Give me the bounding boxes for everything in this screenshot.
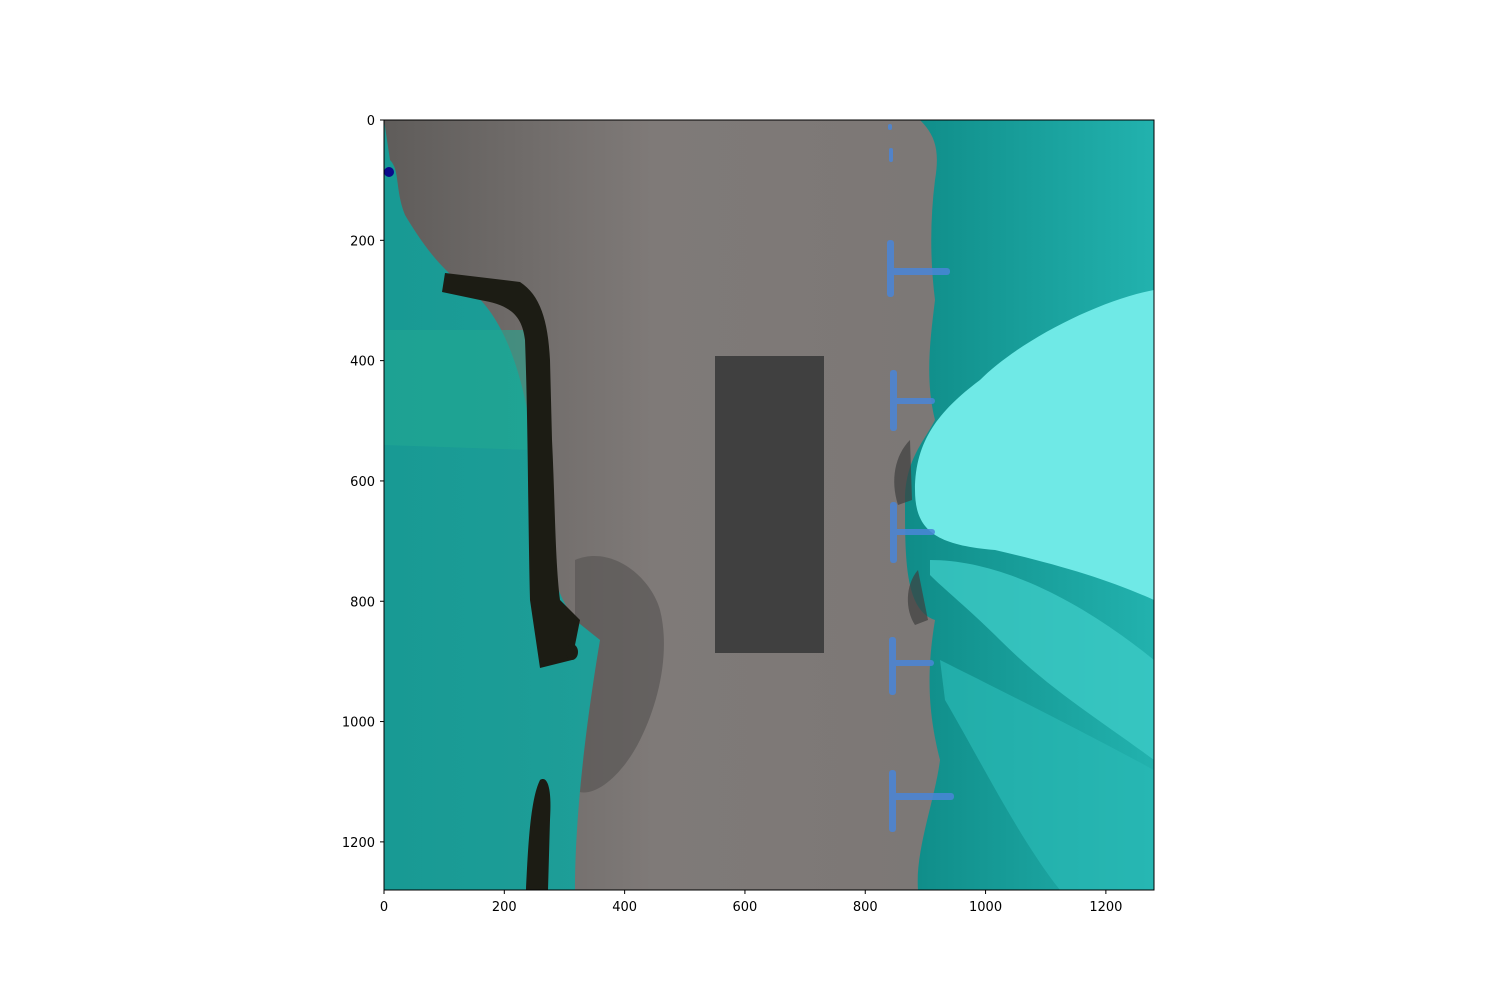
x-tick-label: 400 (612, 900, 637, 915)
left-region-highlight (384, 330, 530, 450)
y-tick-label: 200 (350, 234, 375, 249)
tree-shadow (575, 556, 664, 793)
right-shadow-1 (894, 440, 912, 505)
x-tick-label: 200 (492, 900, 517, 915)
x-tick-label: 1000 (969, 900, 1002, 915)
right-car-highlight (915, 290, 1154, 600)
left-region-overlay (384, 120, 600, 890)
bev-image (384, 120, 1154, 890)
parking-lines (887, 124, 954, 832)
y-tick-label: 1200 (342, 836, 375, 851)
right-shadow-2 (907, 570, 928, 625)
curb-dark-blob (566, 644, 578, 660)
x-tick-label: 600 (733, 900, 758, 915)
y-axis-ticks: 0 200 400 600 800 1000 1200 (342, 114, 384, 851)
right-car-lower-band (940, 660, 1154, 890)
x-axis-ticks: 0 200 400 600 800 1000 1200 (380, 890, 1122, 915)
curb-dark-upper (442, 273, 580, 668)
x-tick-label: 1200 (1089, 900, 1122, 915)
ego-vehicle-box (715, 356, 824, 653)
x-tick-label: 0 (380, 900, 388, 915)
y-tick-label: 600 (350, 475, 375, 490)
y-tick-label: 400 (350, 355, 375, 370)
marker-dot (384, 167, 394, 177)
y-tick-label: 800 (350, 595, 375, 610)
curb-dark-lower (526, 779, 551, 890)
x-tick-label: 800 (853, 900, 878, 915)
y-tick-label: 1000 (342, 716, 375, 731)
y-tick-label: 0 (367, 114, 375, 129)
right-car-lower-highlight (930, 560, 1154, 760)
axes-frame (383, 119, 1155, 891)
